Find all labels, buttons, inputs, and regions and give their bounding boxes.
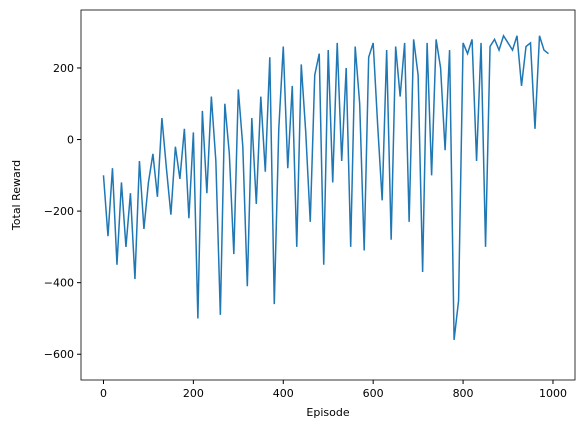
y-tick-label: −600 — [44, 348, 74, 361]
x-tick-label: 200 — [183, 387, 204, 400]
plot-frame — [80, 9, 576, 381]
x-tick-label: 400 — [273, 387, 294, 400]
y-tick-label: 0 — [67, 134, 74, 147]
series-line — [102, 33, 549, 341]
x-tick-label: 800 — [453, 387, 474, 400]
y-tick-label: −400 — [44, 277, 74, 290]
y-axis-label: Total Reward — [10, 160, 23, 231]
x-tick-label: 1000 — [539, 387, 567, 400]
x-axis-label: Episode — [306, 406, 349, 419]
x-tick-label: 0 — [100, 387, 107, 400]
y-tick-label: 200 — [53, 62, 74, 75]
y-tick-label: −200 — [44, 205, 74, 218]
x-tick-label: 600 — [363, 387, 384, 400]
